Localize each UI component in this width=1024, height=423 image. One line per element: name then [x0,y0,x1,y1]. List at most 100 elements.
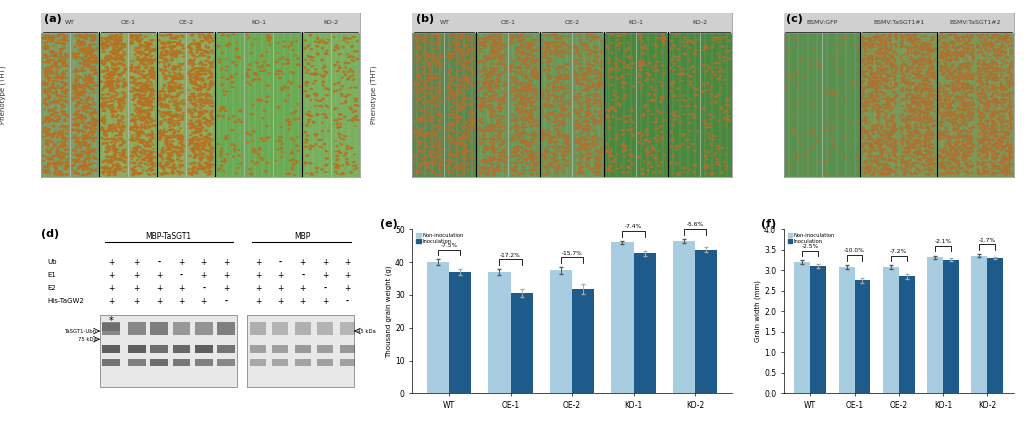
Ellipse shape [554,48,557,49]
Ellipse shape [111,62,112,63]
Ellipse shape [500,80,502,81]
Ellipse shape [963,39,965,41]
Ellipse shape [423,85,426,86]
Bar [810,266,826,393]
Ellipse shape [630,129,632,131]
Ellipse shape [48,164,50,165]
Ellipse shape [75,55,77,58]
Ellipse shape [985,104,986,106]
Ellipse shape [101,44,102,45]
Ellipse shape [1008,167,1010,168]
Ellipse shape [230,77,232,78]
Ellipse shape [921,112,923,113]
Ellipse shape [142,76,144,77]
Ellipse shape [91,88,93,89]
Ellipse shape [901,42,903,44]
Ellipse shape [978,60,980,62]
Ellipse shape [145,117,147,118]
Ellipse shape [527,82,530,83]
Ellipse shape [550,53,551,54]
Ellipse shape [878,45,879,47]
Ellipse shape [133,94,136,96]
Ellipse shape [84,70,86,71]
Ellipse shape [147,160,150,162]
Ellipse shape [74,89,76,90]
Ellipse shape [879,132,881,134]
Ellipse shape [121,137,122,138]
Ellipse shape [440,116,442,118]
Ellipse shape [191,123,194,124]
Ellipse shape [983,126,985,128]
Ellipse shape [349,55,351,56]
Ellipse shape [874,39,876,40]
Ellipse shape [932,169,934,170]
Ellipse shape [102,118,105,120]
Ellipse shape [232,156,234,157]
Ellipse shape [583,90,586,91]
Ellipse shape [119,100,122,101]
Ellipse shape [138,147,141,148]
Ellipse shape [430,137,432,138]
Ellipse shape [111,67,113,69]
Ellipse shape [303,48,306,49]
Ellipse shape [176,42,180,44]
Ellipse shape [233,148,236,149]
Ellipse shape [808,94,809,95]
Ellipse shape [952,154,954,155]
Ellipse shape [102,110,104,111]
Ellipse shape [959,66,962,67]
Ellipse shape [172,46,174,47]
Ellipse shape [963,97,965,98]
Ellipse shape [554,37,556,38]
Ellipse shape [84,92,87,93]
Ellipse shape [154,78,156,79]
Ellipse shape [88,62,89,64]
Ellipse shape [48,119,50,121]
Ellipse shape [904,152,907,154]
Ellipse shape [456,43,457,45]
Ellipse shape [966,135,968,136]
Ellipse shape [134,119,137,120]
Ellipse shape [615,70,617,71]
Ellipse shape [205,162,207,163]
Ellipse shape [948,168,950,169]
Ellipse shape [590,127,592,128]
Ellipse shape [876,36,878,37]
Ellipse shape [461,75,463,76]
Ellipse shape [516,35,519,36]
Ellipse shape [278,52,279,53]
Ellipse shape [143,118,145,120]
Ellipse shape [529,62,530,63]
Ellipse shape [598,86,600,87]
Ellipse shape [923,117,924,118]
Ellipse shape [996,58,998,59]
Ellipse shape [110,38,113,40]
Ellipse shape [170,129,174,130]
Ellipse shape [159,94,162,96]
Ellipse shape [340,173,343,175]
Ellipse shape [554,156,555,157]
Ellipse shape [440,159,442,160]
Text: -: - [279,258,282,266]
Ellipse shape [530,110,532,111]
Ellipse shape [997,69,998,70]
Ellipse shape [925,134,926,136]
Ellipse shape [86,38,87,40]
Ellipse shape [671,85,674,86]
Ellipse shape [167,35,169,36]
Ellipse shape [944,56,947,57]
Ellipse shape [886,68,888,69]
Ellipse shape [493,152,497,153]
Ellipse shape [462,126,465,128]
Ellipse shape [553,34,556,35]
Ellipse shape [893,133,894,134]
Ellipse shape [138,117,142,118]
Ellipse shape [873,160,876,162]
Ellipse shape [55,65,57,66]
Ellipse shape [971,137,973,138]
Ellipse shape [575,79,578,80]
Ellipse shape [467,66,469,68]
Ellipse shape [948,35,949,36]
Ellipse shape [994,89,995,90]
Ellipse shape [948,73,950,75]
